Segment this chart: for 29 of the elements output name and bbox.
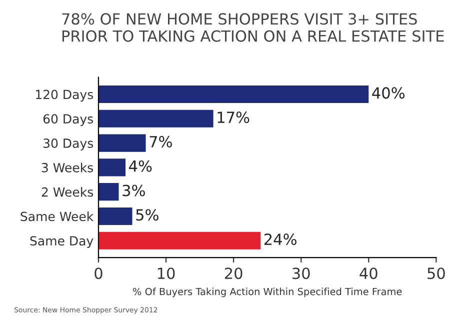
y-tick-label: 30 Days [44, 138, 94, 150]
x-tick-label: 50 [428, 268, 445, 280]
data-label: 5% [136, 209, 158, 221]
data-label: 24% [264, 234, 296, 246]
bar [98, 134, 146, 152]
x-tick-label: 40 [360, 268, 378, 280]
data-label: 4% [129, 160, 152, 172]
bar [98, 85, 369, 104]
data-label: 17% [218, 112, 250, 124]
chart-title: 78% OF NEW HOME SHOPPERS VISIT 3+ SITES PRIOR TO TAKING ACTION ON A REAL ESTATE SITE [62, 13, 444, 42]
x-tick-label: 20 [224, 268, 242, 280]
x-axis-title: % Of Buyers Taking Action Within Specified Time Frame [133, 288, 402, 298]
y-tick-label: 60 Days [43, 114, 94, 126]
bar [98, 183, 119, 201]
y-tick-label: Same Week [20, 211, 94, 222]
bar [98, 110, 214, 128]
x-tick-label: 30 [292, 268, 310, 280]
y-tick-label: Same Day [30, 236, 94, 248]
bar [98, 158, 126, 176]
y-tick-label: 120 Days [36, 90, 94, 102]
data-label: 7% [150, 136, 172, 148]
bar [98, 207, 132, 226]
data-label: 40% [372, 87, 405, 99]
data-label: 3% [122, 184, 145, 196]
y-tick-label: 3 Weeks [42, 162, 94, 172]
y-tick-label: 2 Weeks [42, 187, 94, 197]
bar [98, 232, 261, 250]
x-tick-label: 0 [94, 268, 102, 280]
x-tick-label: 10 [158, 268, 175, 280]
